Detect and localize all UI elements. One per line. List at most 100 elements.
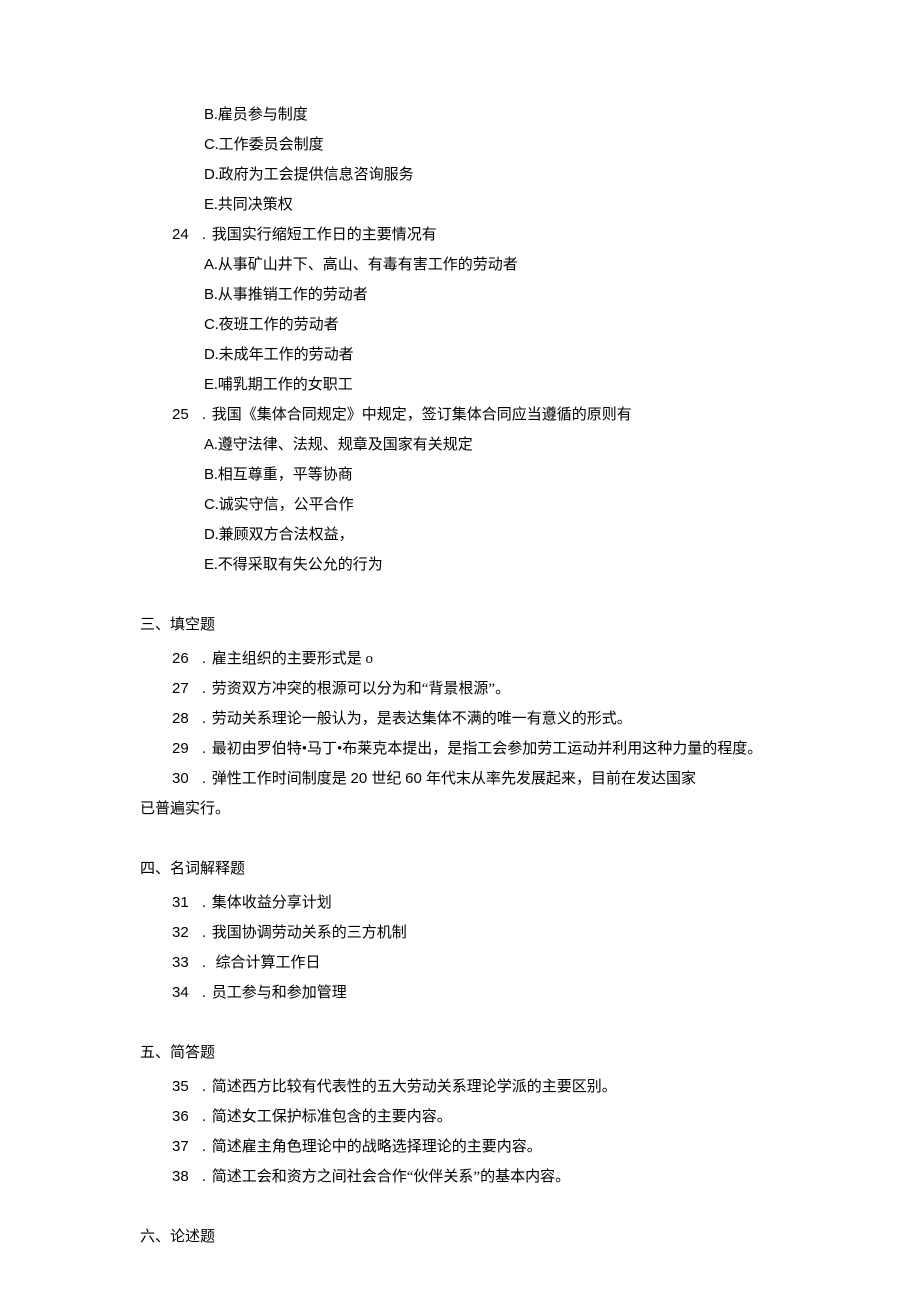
term-item: 33. 综合计算工作日 <box>140 948 780 978</box>
option: E.哺乳期工作的女职工 <box>140 370 780 400</box>
item-number: 28 <box>172 704 200 734</box>
option-letter: A <box>204 256 214 273</box>
section-4-items: 31.集体收益分享计划 32.我国协调劳动关系的三方机制 33. 综合计算工作日… <box>140 888 780 1008</box>
option: D.兼顾双方合法权益， <box>140 520 780 550</box>
option-letter: B <box>204 106 214 123</box>
item-text: 简述女工保护标准包含的主要内容。 <box>212 1109 452 1125</box>
fill-blank-item: 28.劳动关系理论一般认为，是表达集体不满的唯一有意义的形式。 <box>140 704 780 734</box>
option: D.政府为工会提供信息咨询服务 <box>140 160 780 190</box>
option: A.从事矿山井下、高山、有毒有害工作的劳动者 <box>140 250 780 280</box>
item-number: 31 <box>172 888 200 918</box>
option-letter: D <box>204 166 215 183</box>
item-text-part: 弹性工作时间制度是 <box>212 771 351 787</box>
option-text: 工作委员会制度 <box>219 137 324 153</box>
item-text-part: 世纪 <box>371 771 405 787</box>
term-item: 31.集体收益分享计划 <box>140 888 780 918</box>
section-3-items: 26.雇主组织的主要形式是 o 27.劳资双方冲突的根源可以分为和“背景根源”。… <box>140 644 780 794</box>
item-text: 劳动关系理论一般认为，是表达集体不满的唯一有意义的形式。 <box>212 711 632 727</box>
item-text: 劳资双方冲突的根源可以分为和“背景根源”。 <box>212 681 510 697</box>
option-letter: B <box>204 466 214 483</box>
item-text: 集体收益分享计划 <box>212 895 332 911</box>
option-text: 遵守法律、法规、规章及国家有关规定 <box>218 437 473 453</box>
item-number: 35 <box>172 1072 200 1102</box>
option-letter: E <box>204 556 214 573</box>
item-number: 36 <box>172 1102 200 1132</box>
item-text: 简述工会和资方之间社会合作“伙伴关系”的基本内容。 <box>212 1169 570 1185</box>
option-text: 从事推销工作的劳动者 <box>218 287 368 303</box>
option-text: 兼顾双方合法权益， <box>219 527 354 543</box>
item-text-number: 20 <box>351 770 372 787</box>
item-text: 员工参与和参加管理 <box>212 985 347 1001</box>
section-5-items: 35.简述西方比较有代表性的五大劳动关系理论学派的主要区别。 36.简述女工保护… <box>140 1072 780 1192</box>
option: E.共同决策权 <box>140 190 780 220</box>
fill-blank-item: 26.雇主组织的主要形式是 o <box>140 644 780 674</box>
section-5-title: 五、简答题 <box>140 1038 780 1068</box>
option: D.未成年工作的劳动者 <box>140 340 780 370</box>
short-answer-item: 35.简述西方比较有代表性的五大劳动关系理论学派的主要区别。 <box>140 1072 780 1102</box>
section-3-title: 三、填空题 <box>140 610 780 640</box>
item-text: 雇主组织的主要形式是 o <box>212 651 373 667</box>
option-text: 诚实守信，公平合作 <box>219 497 354 513</box>
question-23-options: B.雇员参与制度 C.工作委员会制度 D.政府为工会提供信息咨询服务 E.共同决… <box>140 100 780 220</box>
question-text: 我国实行缩短工作日的主要情况有 <box>212 227 437 243</box>
section-6-title: 六、论述题 <box>140 1222 780 1252</box>
question-text: 我国《集体合同规定》中规定，签订集体合同应当遵循的原则有 <box>212 407 632 423</box>
item-number: 26 <box>172 644 200 674</box>
short-answer-item: 36.简述女工保护标准包含的主要内容。 <box>140 1102 780 1132</box>
section-4-title: 四、名词解释题 <box>140 854 780 884</box>
item-number: 37 <box>172 1132 200 1162</box>
question-number: 25 <box>172 400 200 430</box>
option-letter: D <box>204 526 215 543</box>
short-answer-item: 37.简述雇主角色理论中的战略选择理论的主要内容。 <box>140 1132 780 1162</box>
fill-blank-item: 30.弹性工作时间制度是 20 世纪 60 年代末从率先发展起来，目前在发达国家 <box>140 764 780 794</box>
item-number: 29 <box>172 734 200 764</box>
item-number: 34 <box>172 978 200 1008</box>
option: B.相互尊重，平等协商 <box>140 460 780 490</box>
short-answer-item: 38.简述工会和资方之间社会合作“伙伴关系”的基本内容。 <box>140 1162 780 1192</box>
question-stem: 25.我国《集体合同规定》中规定，签订集体合同应当遵循的原则有 <box>140 400 780 430</box>
option-letter: E <box>204 376 214 393</box>
option: C.工作委员会制度 <box>140 130 780 160</box>
option-text: 未成年工作的劳动者 <box>219 347 354 363</box>
option-text: 不得采取有失公允的行为 <box>218 557 383 573</box>
fill-blank-item: 29.最初由罗伯特•马丁•布莱克本提出，是指工会参加劳工运动并利用这种力量的程度… <box>140 734 780 764</box>
option-text: 政府为工会提供信息咨询服务 <box>219 167 414 183</box>
item-number: 30 <box>172 764 200 794</box>
item-number: 33 <box>172 948 200 978</box>
term-item: 32.我国协调劳动关系的三方机制 <box>140 918 780 948</box>
option-letter: A <box>204 436 214 453</box>
option-text: 雇员参与制度 <box>218 107 308 123</box>
option-letter: B <box>204 286 214 303</box>
option-letter: E <box>204 196 214 213</box>
item-text: 综合计算工作日 <box>212 955 321 971</box>
item-text-number: 60 <box>405 770 426 787</box>
option-text: 相互尊重，平等协商 <box>218 467 353 483</box>
option-text: 共同决策权 <box>218 197 293 213</box>
option: C.诚实守信，公平合作 <box>140 490 780 520</box>
option: B.雇员参与制度 <box>140 100 780 130</box>
option-letter: D <box>204 346 215 363</box>
item-text: 简述西方比较有代表性的五大劳动关系理论学派的主要区别。 <box>212 1079 617 1095</box>
option-text: 夜班工作的劳动者 <box>219 317 339 333</box>
item-text: 我国协调劳动关系的三方机制 <box>212 925 407 941</box>
item-text-part: 年代末从率先发展起来，目前在发达国家 <box>426 771 696 787</box>
item-number: 38 <box>172 1162 200 1192</box>
option: C.夜班工作的劳动者 <box>140 310 780 340</box>
fill-blank-item: 27.劳资双方冲突的根源可以分为和“背景根源”。 <box>140 674 780 704</box>
term-item: 34.员工参与和参加管理 <box>140 978 780 1008</box>
option: A.遵守法律、法规、规章及国家有关规定 <box>140 430 780 460</box>
question-24: 24.我国实行缩短工作日的主要情况有 A.从事矿山井下、高山、有毒有害工作的劳动… <box>140 220 780 400</box>
option: E.不得采取有失公允的行为 <box>140 550 780 580</box>
option-letter: C <box>204 316 215 333</box>
item-text: 最初由罗伯特•马丁•布莱克本提出，是指工会参加劳工运动并利用这种力量的程度。 <box>212 741 763 757</box>
option: B.从事推销工作的劳动者 <box>140 280 780 310</box>
item-number: 32 <box>172 918 200 948</box>
question-number: 24 <box>172 220 200 250</box>
option-letter: C <box>204 136 215 153</box>
option-text: 哺乳期工作的女职工 <box>218 377 353 393</box>
question-25: 25.我国《集体合同规定》中规定，签订集体合同应当遵循的原则有 A.遵守法律、法… <box>140 400 780 580</box>
fill-blank-continuation: 已普遍实行。 <box>140 794 780 824</box>
option-text: 从事矿山井下、高山、有毒有害工作的劳动者 <box>218 257 518 273</box>
option-letter: C <box>204 496 215 513</box>
item-text: 简述雇主角色理论中的战略选择理论的主要内容。 <box>212 1139 542 1155</box>
